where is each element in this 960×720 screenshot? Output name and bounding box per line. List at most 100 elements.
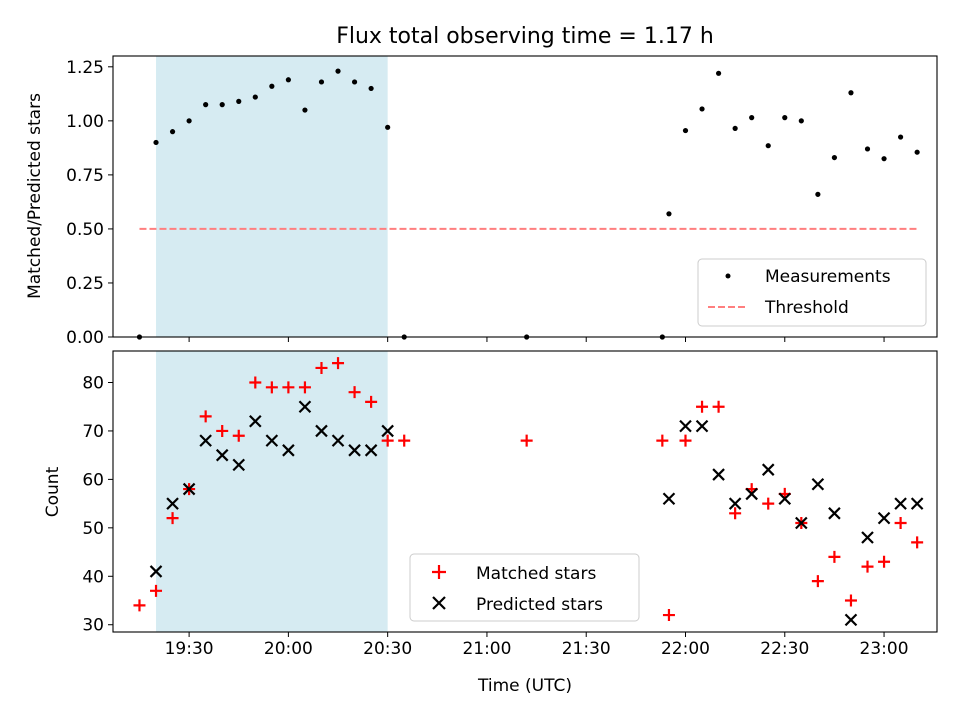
legend-threshold-label: Threshold <box>764 298 849 318</box>
legend-measurements-label: Measurements <box>765 267 891 287</box>
top-highlight-span <box>156 56 388 337</box>
measurement-point <box>219 102 225 108</box>
measurement-point <box>318 79 325 85</box>
matched-star-point <box>520 434 533 447</box>
matched-star-point <box>381 434 394 447</box>
measurement-point <box>897 134 904 140</box>
top-axes: 0.00 0.25 0.50 0.75 1.00 1.25 <box>66 55 938 348</box>
measurement-point <box>153 139 159 146</box>
bottom-ytick-label: 50 <box>82 519 104 539</box>
bottom-ytick-label: 70 <box>82 422 104 442</box>
predicted-star-point <box>679 419 692 433</box>
measurement-point <box>749 115 755 121</box>
predicted-star-point <box>298 400 312 413</box>
matched-star-point <box>811 575 824 588</box>
matched-star-point <box>878 555 891 568</box>
predicted-star-point <box>149 565 163 578</box>
matched-star-point <box>844 594 857 607</box>
predicted-star-point <box>282 444 295 457</box>
legend-measurements-marker <box>725 273 731 279</box>
matched-star-point <box>762 497 775 510</box>
matched-star-point <box>315 361 328 374</box>
predicted-star-point <box>166 497 179 510</box>
bottom-legend-box <box>409 553 640 622</box>
predicted-star-point <box>265 434 279 447</box>
measurement-point <box>269 83 275 89</box>
measurement-point <box>732 125 738 132</box>
matched-star-point <box>656 434 669 447</box>
measurement-point <box>699 106 705 112</box>
bottom-marks <box>133 357 924 627</box>
predicted-star-point <box>728 497 742 510</box>
predicted-star-point <box>761 463 775 476</box>
measurement-point <box>169 129 176 135</box>
top-frame <box>112 55 938 338</box>
bottom-ytick-label: 60 <box>82 470 104 490</box>
measurement-point <box>815 191 821 197</box>
measurement-point <box>831 154 838 161</box>
top-panel: 0.00 0.25 0.50 0.75 1.00 1.25 Matched/Predict… <box>25 55 938 348</box>
predicted-star-point <box>331 434 345 447</box>
matched-star-point <box>696 400 709 413</box>
predicted-star-point <box>232 458 246 472</box>
matched-star-point <box>133 599 146 612</box>
predicted-star-point <box>778 492 792 506</box>
top-ytick-label: 1.00 <box>66 112 104 132</box>
matched-star-point <box>298 381 311 394</box>
top-ytick-label: 0.00 <box>66 328 104 348</box>
bottom-xtick-label: 21:30 <box>562 639 611 659</box>
bottom-xtick-label: 22:30 <box>760 639 809 659</box>
matched-star-point <box>265 381 278 394</box>
matched-star-point <box>282 381 295 394</box>
predicted-star-point <box>894 497 907 510</box>
measurement-point <box>914 149 920 155</box>
bottom-highlight-span <box>156 351 388 632</box>
bottom-xtick-label: 21:00 <box>462 639 511 659</box>
matched-star-point <box>365 395 378 408</box>
predicted-star-point <box>712 468 725 481</box>
legend-predicted-label: Predicted stars <box>476 595 603 615</box>
matched-star-point <box>216 424 229 437</box>
matched-star-point <box>332 357 345 370</box>
matched-star-point <box>861 560 874 573</box>
bottom-xtick-label: 20:00 <box>264 639 313 659</box>
bottom-ylabel: Count <box>43 466 63 517</box>
top-ytick-label: 0.75 <box>66 166 104 186</box>
measurement-point <box>666 211 672 217</box>
matched-star-point <box>199 410 212 423</box>
measurement-point <box>798 118 804 124</box>
bottom-ytick-label: 40 <box>82 567 104 587</box>
predicted-star-point <box>348 444 361 457</box>
predicted-star-point <box>861 531 874 544</box>
measurement-point <box>848 90 854 96</box>
measurement-point <box>252 94 258 100</box>
legend-predicted-marker <box>432 596 446 610</box>
measurement-point <box>385 124 391 130</box>
predicted-star-point <box>182 482 196 496</box>
legend-matched-marker <box>432 565 446 579</box>
predicted-star-point <box>695 419 709 433</box>
bottom-axes: 19:30 20:00 20:30 21:00 21:30 22:00 22:30 23:00… <box>82 350 938 659</box>
predicted-star-point <box>249 414 262 428</box>
matched-star-point <box>348 386 361 399</box>
measurement-point <box>285 77 291 83</box>
predicted-star-point <box>828 507 841 520</box>
predicted-star-point <box>662 492 676 506</box>
matched-star-point <box>712 400 725 413</box>
matched-star-point <box>249 376 262 389</box>
measurement-point <box>236 98 242 104</box>
top-marks <box>136 68 920 340</box>
bottom-legend: Matched stars Predicted stars <box>409 553 640 622</box>
bottom-xtick-label: 19:30 <box>165 639 214 659</box>
predicted-star-point <box>364 444 378 457</box>
measurement-point <box>351 79 358 85</box>
top-ylabel: Matched/Predicted stars <box>25 93 45 299</box>
bottom-frame <box>112 350 938 633</box>
matched-star-point <box>828 550 841 563</box>
bottom-ytick-label: 80 <box>82 373 104 393</box>
matched-star-point <box>398 434 411 447</box>
matched-star-point <box>150 584 163 597</box>
matched-star-point <box>679 434 692 447</box>
chart-title: Flux total observing time = 1.17 h <box>336 24 714 49</box>
measurement-point <box>682 127 689 134</box>
